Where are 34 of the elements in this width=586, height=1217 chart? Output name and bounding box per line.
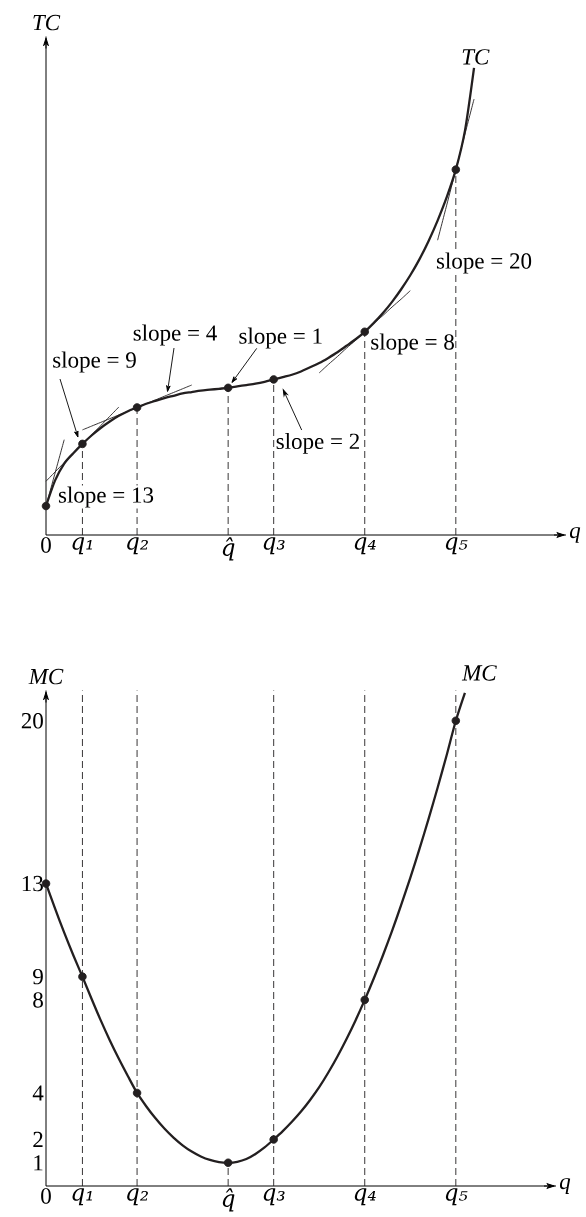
annotation: slope = 20 xyxy=(436,252,532,274)
annotation: slope = 4 xyxy=(133,324,217,346)
x-axis-title: q xyxy=(559,1178,571,1194)
y-tick-label: 2 xyxy=(33,1131,43,1148)
x-tick-label: 0 xyxy=(41,537,51,553)
x-tick-label: q₁ xyxy=(72,537,92,555)
annotation: slope = 13 xyxy=(58,486,154,508)
x-tick-label: q̂ xyxy=(222,537,235,561)
y-tick-label: 13 xyxy=(22,875,43,892)
y-axis-title: MC xyxy=(28,668,64,685)
y-tick-label: 8 xyxy=(33,992,43,1008)
y-axis-title: TC xyxy=(33,14,61,31)
y-tick-label: 9 xyxy=(33,968,43,985)
series-label: MC xyxy=(461,665,497,681)
x-tick-label: q̂ xyxy=(222,1188,235,1212)
y-tick-label: 20 xyxy=(21,712,43,729)
y-tick-label: 4 xyxy=(32,1085,44,1101)
x-tick-label: q₅ xyxy=(445,537,468,555)
annotation: slope = 2 xyxy=(276,432,359,454)
x-tick-label: q₄ xyxy=(354,537,376,555)
y-tick-label: 1 xyxy=(34,1155,43,1171)
x-tick-label: q₄ xyxy=(354,1188,376,1206)
x-tick-label: q₂ xyxy=(127,537,148,555)
annotation: slope = 1 xyxy=(239,327,322,349)
x-tick-label: q₃ xyxy=(263,537,285,555)
x-axis-title: q xyxy=(569,527,581,543)
x-tick-label: 0 xyxy=(41,1188,51,1204)
x-tick-label: q₃ xyxy=(263,1188,285,1206)
annotation: slope = 9 xyxy=(53,351,136,373)
x-tick-label: q₂ xyxy=(127,1188,148,1206)
series-label: TC xyxy=(462,49,490,65)
x-tick-label: q₁ xyxy=(72,1188,92,1206)
x-tick-label: q₅ xyxy=(445,1188,468,1206)
annotation: slope = 8 xyxy=(371,333,454,355)
